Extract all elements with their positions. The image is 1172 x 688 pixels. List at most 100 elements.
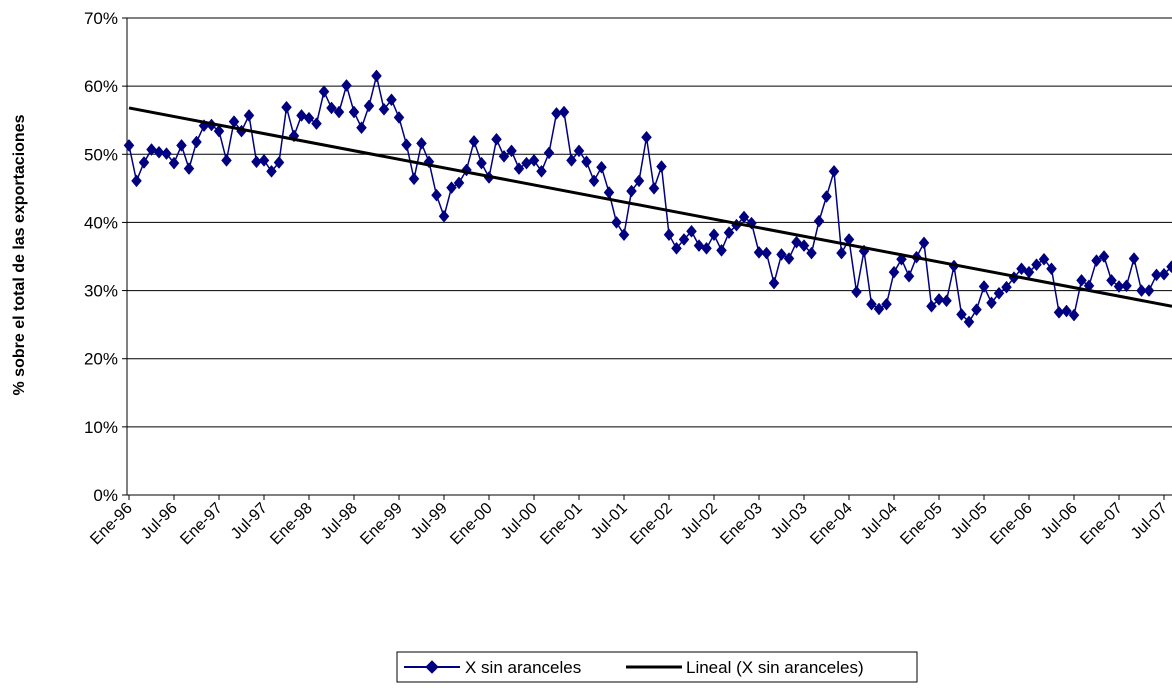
x-tick-label: Ene-02	[627, 500, 676, 549]
data-point-marker	[431, 188, 442, 202]
trend-line	[128, 106, 1172, 308]
gridlines	[127, 17, 1172, 428]
legend-trend-label: Lineal (X sin aranceles)	[686, 658, 864, 677]
data-point-marker	[161, 147, 172, 160]
data-point-marker	[1068, 308, 1080, 322]
data-point-marker	[716, 243, 727, 257]
data-point-marker	[828, 164, 840, 178]
series-line	[128, 75, 1172, 324]
x-tick-label: Jul-07	[1128, 500, 1171, 543]
data-point-marker	[866, 297, 877, 311]
data-point-marker	[753, 246, 765, 259]
data-point-marker	[1121, 279, 1132, 293]
data-point-marker	[633, 174, 645, 188]
data-point-marker	[513, 162, 525, 175]
data-point-marker	[348, 105, 360, 119]
y-axis-label: % sobre el total de las exportaciones	[11, 114, 28, 395]
data-point-marker	[783, 252, 795, 265]
y-tick-label: 20%	[84, 350, 118, 369]
data-point-marker	[138, 156, 150, 169]
data-point-marker	[1158, 267, 1170, 281]
data-point-marker	[1016, 262, 1027, 276]
data-point-marker	[761, 246, 772, 260]
y-tick-label: 70%	[84, 9, 118, 28]
data-point-marker	[986, 296, 997, 310]
data-point-marker	[888, 265, 900, 279]
x-tick-label: Ene-96	[87, 500, 136, 549]
data-point-marker	[918, 236, 930, 250]
data-point-marker	[446, 181, 457, 195]
data-point-marker	[393, 111, 405, 124]
data-point-marker	[221, 154, 232, 167]
data-point-marker	[573, 144, 585, 158]
data-point-marker	[1091, 254, 1102, 267]
data-point-marker	[956, 308, 967, 321]
data-point-marker	[971, 303, 982, 317]
plot-area	[123, 69, 1172, 329]
x-tick-label: Ene-03	[717, 500, 766, 549]
data-point-marker	[438, 209, 450, 223]
data-point-marker	[686, 224, 697, 238]
data-point-marker	[311, 117, 322, 131]
x-tick-label: Ene-97	[177, 500, 226, 549]
x-tick-label: Jul-96	[138, 500, 181, 543]
data-point-marker	[881, 297, 892, 311]
y-tick-label: 50%	[84, 145, 118, 164]
data-point-marker	[453, 176, 465, 190]
y-tick-label: 60%	[84, 77, 118, 96]
data-point-marker	[543, 146, 555, 160]
data-point-marker	[1038, 252, 1050, 266]
data-point-marker	[461, 163, 472, 177]
data-point-marker	[648, 181, 660, 195]
data-point-marker	[213, 124, 225, 138]
data-point-marker	[993, 286, 1005, 300]
data-point-marker	[506, 144, 517, 158]
y-tick-label: 40%	[84, 213, 118, 232]
data-point-marker	[491, 132, 502, 146]
data-point-marker	[596, 160, 607, 174]
data-point-marker	[558, 105, 570, 119]
x-tick-label: Ene-06	[987, 500, 1036, 549]
data-point-marker	[1136, 284, 1147, 297]
data-point-marker	[318, 85, 330, 98]
data-point-marker	[678, 233, 690, 246]
data-point-marker	[258, 154, 270, 167]
data-point-marker	[806, 246, 817, 260]
data-point-marker	[611, 216, 622, 229]
legend-diamond-marker	[425, 660, 439, 674]
data-point-marker	[701, 241, 712, 255]
data-point-marker	[146, 143, 157, 156]
data-point-marker	[656, 160, 667, 173]
data-point-marker	[566, 154, 577, 167]
data-point-marker	[626, 184, 637, 198]
x-tick-label: Ene-99	[357, 500, 406, 549]
legend: X sin aranceles Lineal (X sin aranceles)	[396, 651, 918, 683]
data-point-marker	[1001, 280, 1012, 294]
data-point-marker	[341, 79, 352, 92]
data-point-marker	[356, 121, 367, 135]
data-point-marker	[813, 214, 825, 228]
data-point-marker	[836, 246, 847, 260]
data-point-marker	[153, 145, 165, 159]
data-point-marker	[776, 248, 787, 261]
data-point-marker	[1098, 250, 1110, 263]
data-point-marker	[1031, 258, 1042, 272]
data-point-marker	[536, 164, 547, 178]
data-point-marker	[963, 315, 975, 329]
x-tick-label: Ene-07	[1077, 500, 1126, 549]
x-tick-label: Jul-05	[948, 500, 991, 543]
x-tick-label: Jul-98	[318, 500, 361, 543]
data-point-marker	[588, 174, 600, 188]
data-point-marker	[768, 276, 780, 290]
y-tick-label: 0%	[93, 486, 118, 505]
data-point-marker	[333, 105, 345, 119]
data-point-marker	[1076, 273, 1087, 287]
data-point-marker	[1046, 262, 1057, 276]
data-point-marker	[723, 226, 735, 240]
data-point-marker	[498, 149, 510, 163]
data-point-marker	[326, 101, 337, 115]
x-tick-label: Jul-00	[498, 500, 541, 543]
data-point-marker	[528, 154, 540, 167]
data-point-marker	[183, 162, 195, 175]
